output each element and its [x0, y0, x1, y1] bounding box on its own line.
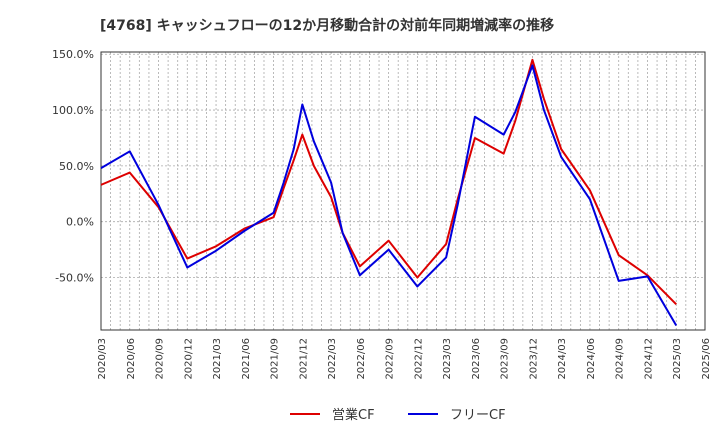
- x-tick-label: 2025/03: [672, 338, 683, 380]
- x-tick-label: 2021/09: [270, 338, 281, 380]
- x-tick-label: 2024/03: [557, 338, 568, 380]
- x-tick-label: 2020/06: [126, 338, 137, 380]
- grid: [101, 52, 705, 330]
- y-tick-label: 0.0%: [66, 216, 94, 229]
- legend-label: 営業CF: [332, 407, 375, 423]
- x-tick-label: 2025/06: [701, 338, 712, 380]
- y-tick-label: 50.0%: [59, 160, 94, 173]
- x-tick-label: 2020/03: [97, 338, 108, 380]
- y-axis-ticks: 150.0% 100.0% 50.0% 0.0% -50.0%: [52, 48, 94, 284]
- x-tick-label: 2024/12: [643, 338, 654, 380]
- x-tick-label: 2020/09: [155, 338, 166, 380]
- x-tick-label: 2022/03: [327, 338, 338, 380]
- plot-area: [100, 51, 706, 331]
- x-tick-label: 2022/09: [385, 338, 396, 380]
- x-tick-label: 2024/06: [586, 338, 597, 380]
- chart-title: [4768] キャッシュフローの12か月移動合計の対前年同期増減率の推移: [100, 17, 554, 34]
- x-tick-label: 2021/12: [298, 338, 309, 380]
- x-tick-label: 2023/03: [442, 338, 453, 380]
- y-tick-label: -50.0%: [55, 272, 94, 285]
- x-tick-label: 2023/12: [528, 338, 539, 380]
- x-tick-label: 2024/09: [615, 338, 626, 380]
- series-lines: [100, 58, 678, 327]
- legend: 営業CF フリーCF: [290, 407, 506, 423]
- x-tick-label: 2021/06: [241, 338, 252, 380]
- x-tick-label: 2023/06: [471, 338, 482, 380]
- x-tick-label: 2020/12: [183, 338, 194, 380]
- series-line: [100, 64, 678, 327]
- x-axis-ticks: 2020/03 2020/06 2020/09 2020/12 2021/03 2021/…: [97, 338, 712, 380]
- legend-label: フリーCF: [450, 408, 506, 423]
- x-tick-label: 2021/03: [212, 338, 223, 380]
- y-tick-label: 150.0%: [52, 48, 94, 61]
- y-tick-label: 100.0%: [52, 104, 94, 117]
- x-tick-label: 2023/09: [500, 338, 511, 380]
- x-tick-label: 2022/06: [356, 338, 367, 380]
- x-tick-label: 2022/12: [413, 338, 424, 380]
- series-line: [100, 58, 677, 306]
